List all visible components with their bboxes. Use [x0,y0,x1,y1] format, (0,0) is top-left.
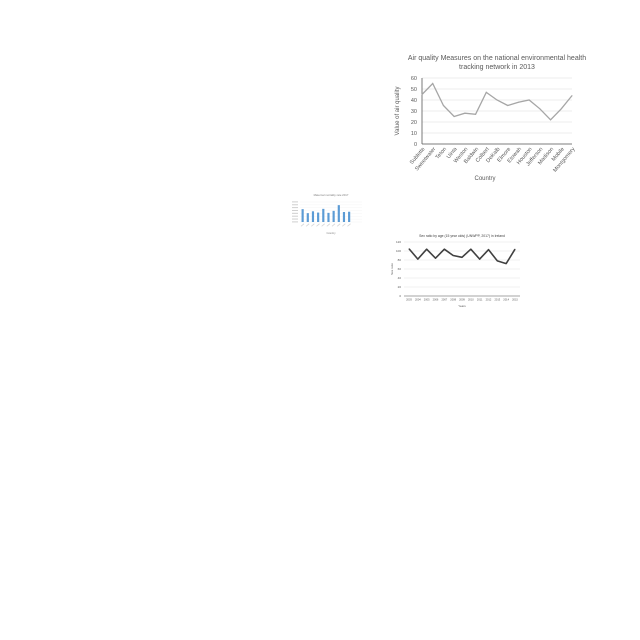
y-tick-label [292,212,298,214]
maternal-mortality-bar-chart: Maternal mortality rate 2017 Country [292,193,362,235]
bar [301,209,304,222]
x-tick-label: 2011 [477,298,483,302]
data-point [435,257,436,259]
data-point [539,108,541,110]
x-tick-label: 2007 [441,298,447,302]
bar [311,211,315,222]
x-tick-label: Teton [435,146,448,160]
data-point [470,248,472,250]
y-axis-title: Value of air quality [395,87,401,136]
y-tick-label [292,221,298,223]
x-axis-title: Country [326,231,336,235]
bar [342,212,346,222]
y-tick-label: 40 [411,98,417,104]
x-axis-title: Country [474,176,495,182]
x-tick-label: 2010 [468,298,474,302]
x-tick-label [336,223,341,227]
data-point [442,105,444,106]
x-axis-title: Years [458,304,466,308]
x-tick-label: 2014 [503,298,509,302]
y-tick-label [292,204,298,206]
y-tick-label: 0 [414,142,417,148]
bar [306,213,309,222]
x-tick-label [311,223,315,227]
data-point [496,99,498,101]
data-point [461,256,463,258]
x-tick-label [305,223,310,227]
bar [322,208,325,222]
y-tick-label: 50 [411,87,417,93]
data-point [464,112,466,114]
x-tick-label: 2009 [459,298,465,302]
x-tick-label [300,223,305,227]
data-point [432,83,434,84]
x-tick-label [321,223,325,227]
data-point [514,248,516,250]
chart-title-line: Air quality Measures on the national env… [408,55,586,62]
data-point [479,258,481,260]
data-point [475,113,477,115]
data-point [485,91,487,93]
bar [348,211,351,222]
y-tick-label: 120 [396,240,401,244]
y-tick-label [292,209,298,211]
chart-title: Maternal mortality rate 2017 [314,193,349,197]
air-quality-line-chart: Air quality Measures on the national env… [395,55,586,182]
bar [332,210,335,222]
x-tick-label: 2015 [512,298,518,302]
data-point [408,248,410,250]
x-tick-label: 2003 [406,298,412,302]
data-point [507,105,509,106]
bar [337,205,340,222]
x-tick-label: 2005 [424,298,430,302]
y-tick-label [292,215,298,217]
data-point [496,260,498,262]
data-point [488,249,489,251]
chart-title-line: tracking network in 2013 [459,64,535,71]
y-tick-label: 20 [411,120,417,126]
chart-title: Sex ratio by age (15 year olds) (UNWPP, … [419,234,505,238]
data-point [443,248,445,250]
y-tick-label [292,201,298,203]
y-tick-label: 100 [396,249,401,253]
data-point [571,95,573,97]
x-tick-label [331,223,336,227]
x-tick-label: 2013 [494,298,500,302]
x-tick-label [326,223,331,227]
y-tick-label: 60 [398,267,402,271]
y-tick-label: 0 [399,294,401,298]
data-point [453,116,455,117]
data-point [517,101,519,103]
y-tick-label [292,207,298,209]
x-tick-label: 2008 [450,298,456,302]
data-point [421,94,423,95]
x-tick-label [316,223,320,227]
x-tick-label [342,223,346,227]
x-tick-label [347,223,351,227]
x-tick-label: 2006 [433,298,439,302]
y-axis-title: Sex ratio [390,263,394,275]
data-point [560,108,562,110]
x-tick-label: 2004 [415,298,421,302]
data-point [505,263,507,264]
data-point [426,248,428,250]
data-point [417,258,419,260]
x-tick-label: 2012 [486,298,492,302]
y-tick-label: 80 [398,258,402,262]
y-tick-label: 10 [411,131,417,137]
y-tick-label: 20 [398,285,402,289]
y-tick-label: 30 [411,109,417,115]
data-point [528,99,530,101]
bar [317,212,320,222]
data-point [550,119,552,121]
y-tick-label: 60 [411,76,417,82]
y-tick-label: 40 [398,276,402,280]
sex-ratio-line-chart: Sex ratio by age (15 year olds) (UNWPP, … [390,234,520,308]
data-point [452,255,454,256]
bar [327,212,330,222]
y-tick-label [292,218,298,220]
